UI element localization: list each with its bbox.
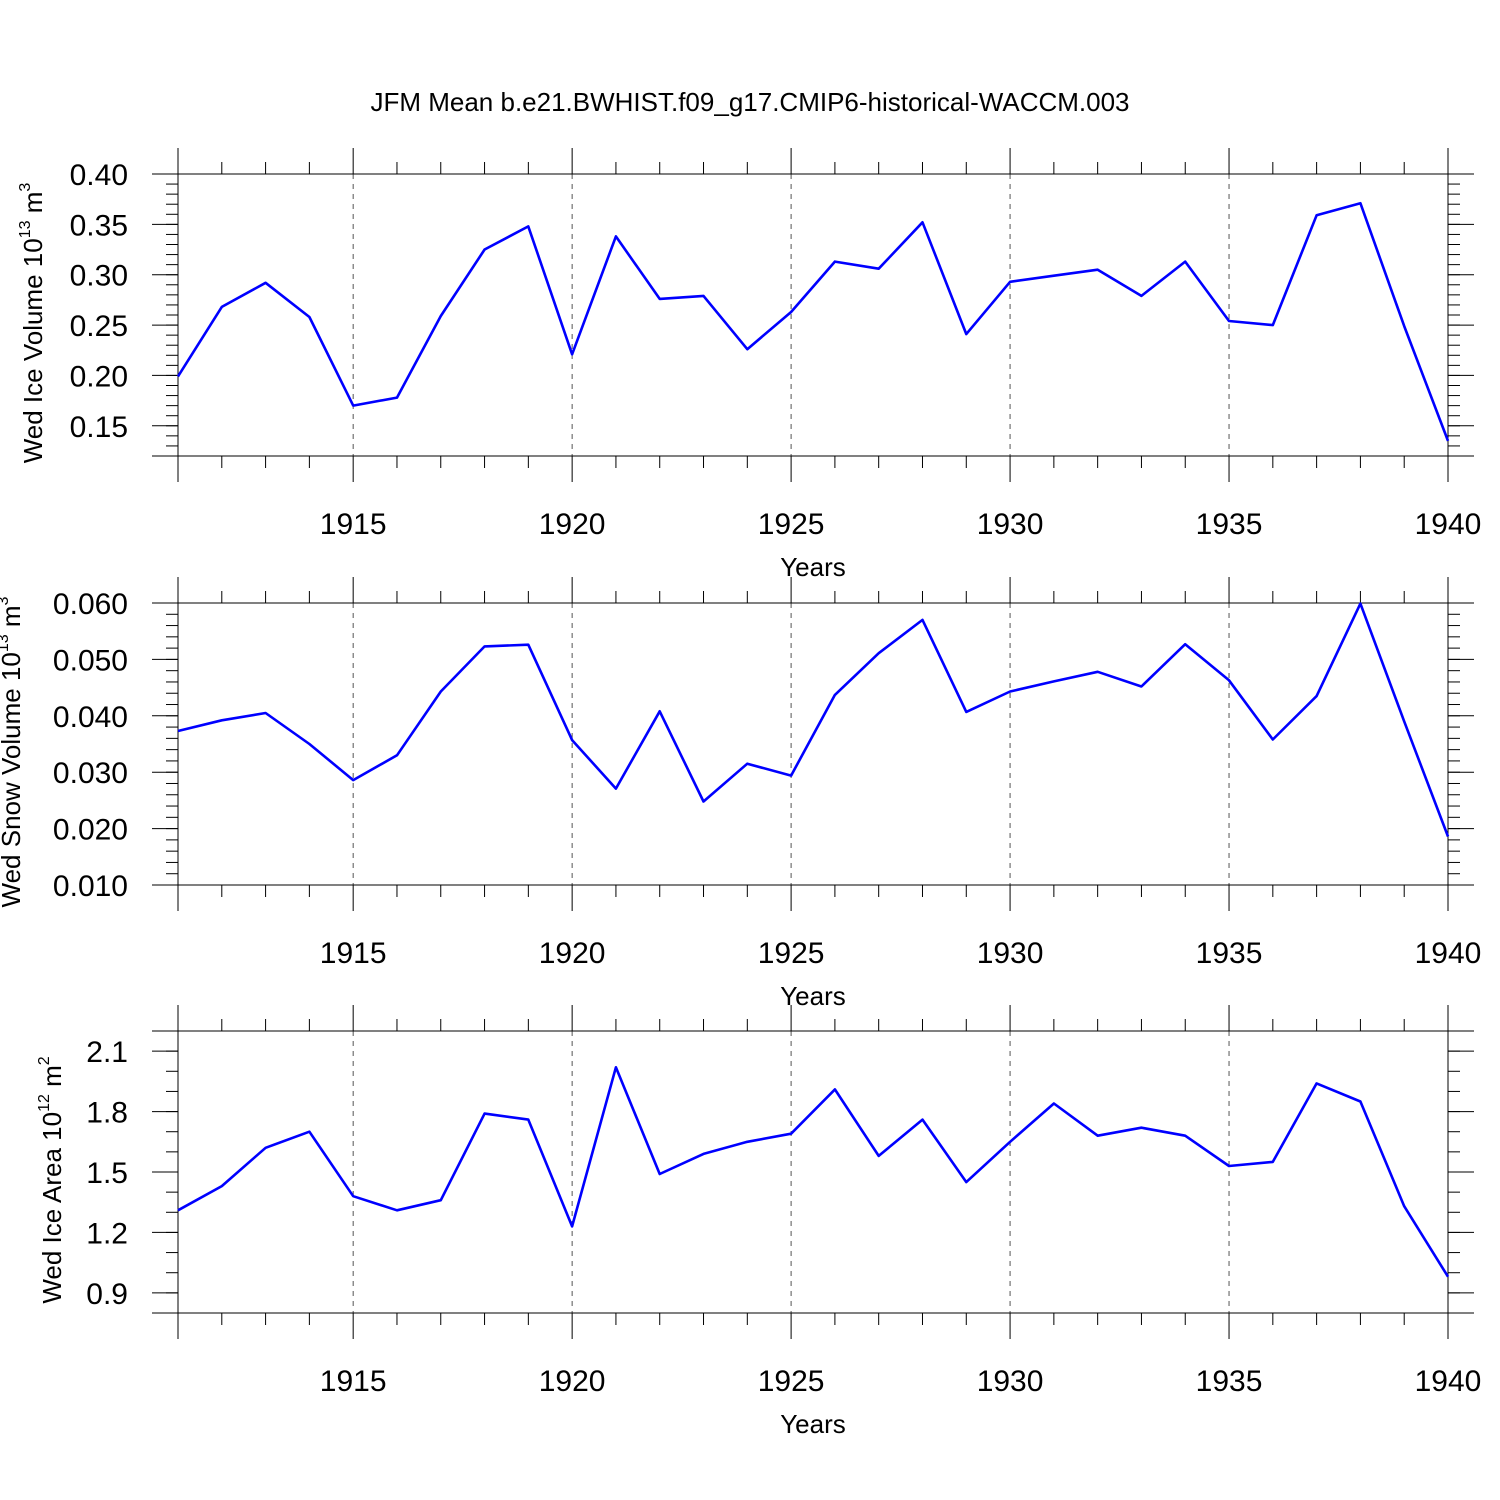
- x-tick-label: 1920: [539, 508, 606, 541]
- x-tick-label: 1930: [977, 508, 1044, 541]
- y-tick-label: 0.25: [70, 310, 128, 343]
- x-tick-label: 1935: [1196, 937, 1263, 970]
- panel-1: 1915 1920 1925 1930 1935 1940 Years 0.15 0.20 0.2…: [17, 148, 1481, 582]
- y-tick-label: 0.030: [53, 757, 128, 790]
- y-axis-label: Wed Snow Volume 1013 m3: [0, 596, 26, 907]
- figure-title: JFM Mean b.e21.BWHIST.f09_g17.CMIP6-hist…: [370, 87, 1129, 117]
- y-tick-label: 1.8: [86, 1097, 128, 1130]
- y-tick-label: 0.020: [53, 814, 128, 847]
- x-tick-label: 1925: [758, 1365, 825, 1398]
- x-axis-label: Years: [780, 552, 846, 582]
- x-tick-label: 1920: [539, 937, 606, 970]
- x-tick-label: 1930: [977, 1365, 1044, 1398]
- x-tick-label: 1925: [758, 937, 825, 970]
- y-tick-label: 0.060: [53, 588, 128, 621]
- panel-2: 1915 1920 1925 1930 1935 1940 Years 0.010 0.020 0…: [0, 577, 1481, 1011]
- y-tick-label: 0.20: [70, 360, 128, 393]
- x-tick-label: 1915: [320, 1365, 387, 1398]
- x-tick-label: 1915: [320, 508, 387, 541]
- x-tick-label: 1930: [977, 937, 1044, 970]
- y-tick-label: 0.40: [70, 159, 128, 192]
- y-tick-label: 1.5: [86, 1157, 128, 1190]
- y-tick-label: 2.1: [86, 1036, 128, 1069]
- y-axis-label: Wed Ice Volume 1013 m3: [17, 183, 48, 464]
- x-tick-label: 1940: [1415, 1365, 1482, 1398]
- y-tick-label: 0.040: [53, 701, 128, 734]
- panel-3: 1915 1920 1925 1930 1935 1940 Years 0.9 1.2 1.5 1.…: [36, 1005, 1481, 1439]
- series-line: [177, 602, 1450, 837]
- x-tick-label: 1935: [1196, 1365, 1263, 1398]
- x-tick-label: 1935: [1196, 508, 1263, 541]
- x-tick-label: 1925: [758, 508, 825, 541]
- y-axis-label: Wed Ice Area 1012 m2: [36, 1056, 67, 1303]
- y-tick-label: 0.050: [53, 644, 128, 677]
- x-axis-label: Years: [780, 981, 846, 1011]
- x-tick-label: 1940: [1415, 508, 1482, 541]
- series-line: [177, 1066, 1450, 1278]
- y-tick-label: 0.010: [53, 870, 128, 903]
- x-tick-label: 1915: [320, 937, 387, 970]
- y-tick-label: 1.2: [86, 1217, 128, 1250]
- y-tick-label: 0.35: [70, 209, 128, 242]
- x-axis-label: Years: [780, 1409, 846, 1439]
- x-tick-label: 1940: [1415, 937, 1482, 970]
- y-tick-label: 0.30: [70, 260, 128, 293]
- panels: 1915 1920 1925 1930 1935 1940 Years 0.15 0.20 0.2…: [0, 148, 1481, 1439]
- y-tick-label: 0.9: [86, 1278, 128, 1311]
- series-line: [176, 201, 1450, 442]
- y-tick-label: 0.15: [70, 411, 128, 444]
- x-tick-label: 1920: [539, 1365, 606, 1398]
